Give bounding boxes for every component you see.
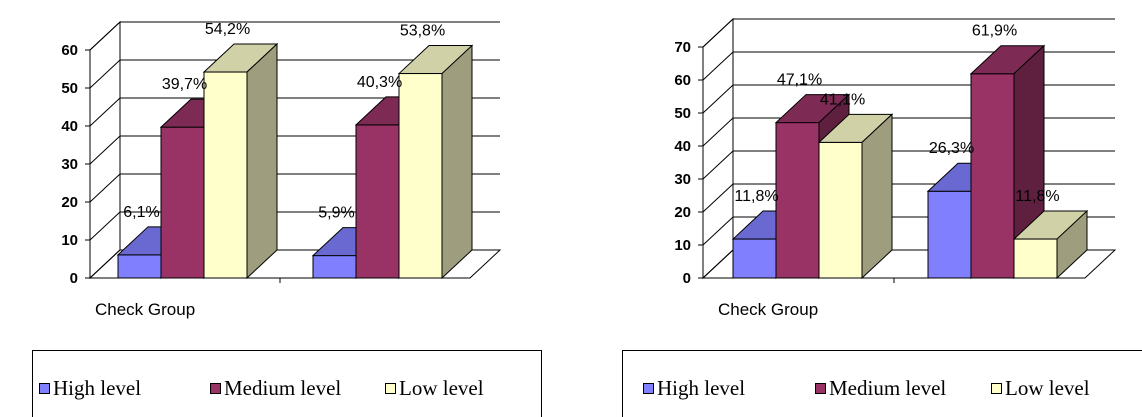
- data-label: 41,1%: [820, 91, 865, 108]
- legend-item-low: Low level: [991, 376, 1090, 401]
- data-label: 11,8%: [1015, 188, 1059, 205]
- legend-label-medium: Medium level: [829, 376, 947, 400]
- bar-front: [818, 141, 863, 279]
- gridline: [702, 150, 1115, 180]
- legend-swatch-high: [39, 383, 50, 394]
- data-label: 54,2%: [205, 21, 250, 38]
- bar-front: [355, 124, 400, 279]
- y-tick-label: 10: [61, 232, 78, 249]
- y-tick-label: 40: [674, 138, 691, 155]
- data-label: 53,8%: [400, 23, 445, 40]
- legend-label-medium: Medium level: [224, 376, 342, 400]
- legend-label-high: High level: [53, 376, 142, 400]
- y-tick-label: 70: [674, 39, 691, 56]
- data-label: 40,3%: [357, 74, 402, 91]
- data-label: 26,3%: [929, 140, 974, 157]
- y-tick-label: 60: [674, 72, 691, 89]
- side-wall: [702, 17, 734, 280]
- data-label: 61,9%: [972, 23, 1017, 40]
- chart-left: 0 10 20 30 40 50 60 6,1% 39,7% 54,2% 5,9% 40,3% 53,8…: [61, 20, 502, 319]
- legend-item-medium: Medium level: [815, 376, 946, 401]
- data-label: 11,8%: [734, 188, 778, 205]
- y-tick-label: 40: [61, 118, 78, 135]
- bar-front: [398, 73, 443, 279]
- bar-front: [160, 126, 205, 279]
- legend-item-low: Low level: [385, 376, 484, 401]
- legend-swatch-low: [385, 383, 396, 394]
- y-tick-label: 0: [70, 270, 78, 287]
- bar-side: [1056, 209, 1088, 280]
- bar-low: [1012, 209, 1089, 280]
- y-tick-label: 60: [61, 42, 78, 59]
- y-tick-label: 50: [674, 105, 691, 122]
- bar-front: [732, 238, 777, 279]
- bar-side: [441, 44, 473, 280]
- gridline: [89, 21, 500, 51]
- legend-item-medium: Medium level: [210, 376, 341, 401]
- charts-canvas: 0 10 20 30 40 50 60 6,1% 39,7% 54,2% 5,9% 40,3% 53,8…: [61, 17, 1117, 319]
- legend-label-low: Low level: [1005, 376, 1090, 400]
- bar-front: [203, 71, 248, 279]
- bar-low: [397, 44, 474, 280]
- bar-side: [861, 113, 893, 280]
- legend-swatch-medium: [210, 383, 221, 394]
- legend-left: High level Medium level Low level: [32, 350, 542, 417]
- legend-item-high: High level: [39, 376, 141, 401]
- y-tick-label: 20: [674, 204, 691, 221]
- bar-front: [117, 254, 162, 279]
- bar-medium: [969, 44, 1046, 280]
- data-label: 47,1%: [777, 72, 822, 89]
- y-tick-label: 20: [61, 194, 78, 211]
- bar-front: [312, 255, 357, 279]
- bar-low: [817, 113, 894, 280]
- bar-front: [775, 122, 820, 279]
- y-tick-label: 30: [61, 156, 78, 173]
- gridline: [89, 59, 500, 89]
- gridline: [702, 117, 1115, 147]
- category-label: Check Group: [718, 300, 818, 319]
- legend-label-high: High level: [657, 376, 746, 400]
- y-tick-label: 30: [674, 171, 691, 188]
- bar-side: [246, 42, 278, 280]
- data-label: 5,9%: [318, 205, 354, 222]
- legend-right: High level Medium level Low level: [622, 350, 1142, 417]
- y-tick-label: 50: [61, 80, 78, 97]
- gridline: [702, 84, 1115, 114]
- y-tick-label: 10: [674, 237, 691, 254]
- y-tick-label: 0: [683, 270, 691, 287]
- data-label: 39,7%: [162, 76, 207, 93]
- gridline: [702, 18, 1115, 48]
- gridline: [702, 51, 1115, 81]
- gridline: [89, 97, 500, 127]
- bar-front: [1013, 238, 1058, 279]
- legend-swatch-high: [643, 383, 654, 394]
- legend-item-high: High level: [643, 376, 745, 401]
- bar-low: [202, 42, 279, 280]
- chart-right: 0 10 20 30 40 50 60 70 11,8% 47,1% 41,1% 26,3% 61,9%…: [674, 17, 1117, 319]
- category-label: Check Group: [95, 300, 195, 319]
- bar-front: [970, 73, 1015, 279]
- legend-swatch-medium: [815, 383, 826, 394]
- data-label: 6,1%: [123, 204, 159, 221]
- legend-label-low: Low level: [399, 376, 484, 400]
- bar-front: [927, 190, 972, 279]
- legend-swatch-low: [991, 383, 1002, 394]
